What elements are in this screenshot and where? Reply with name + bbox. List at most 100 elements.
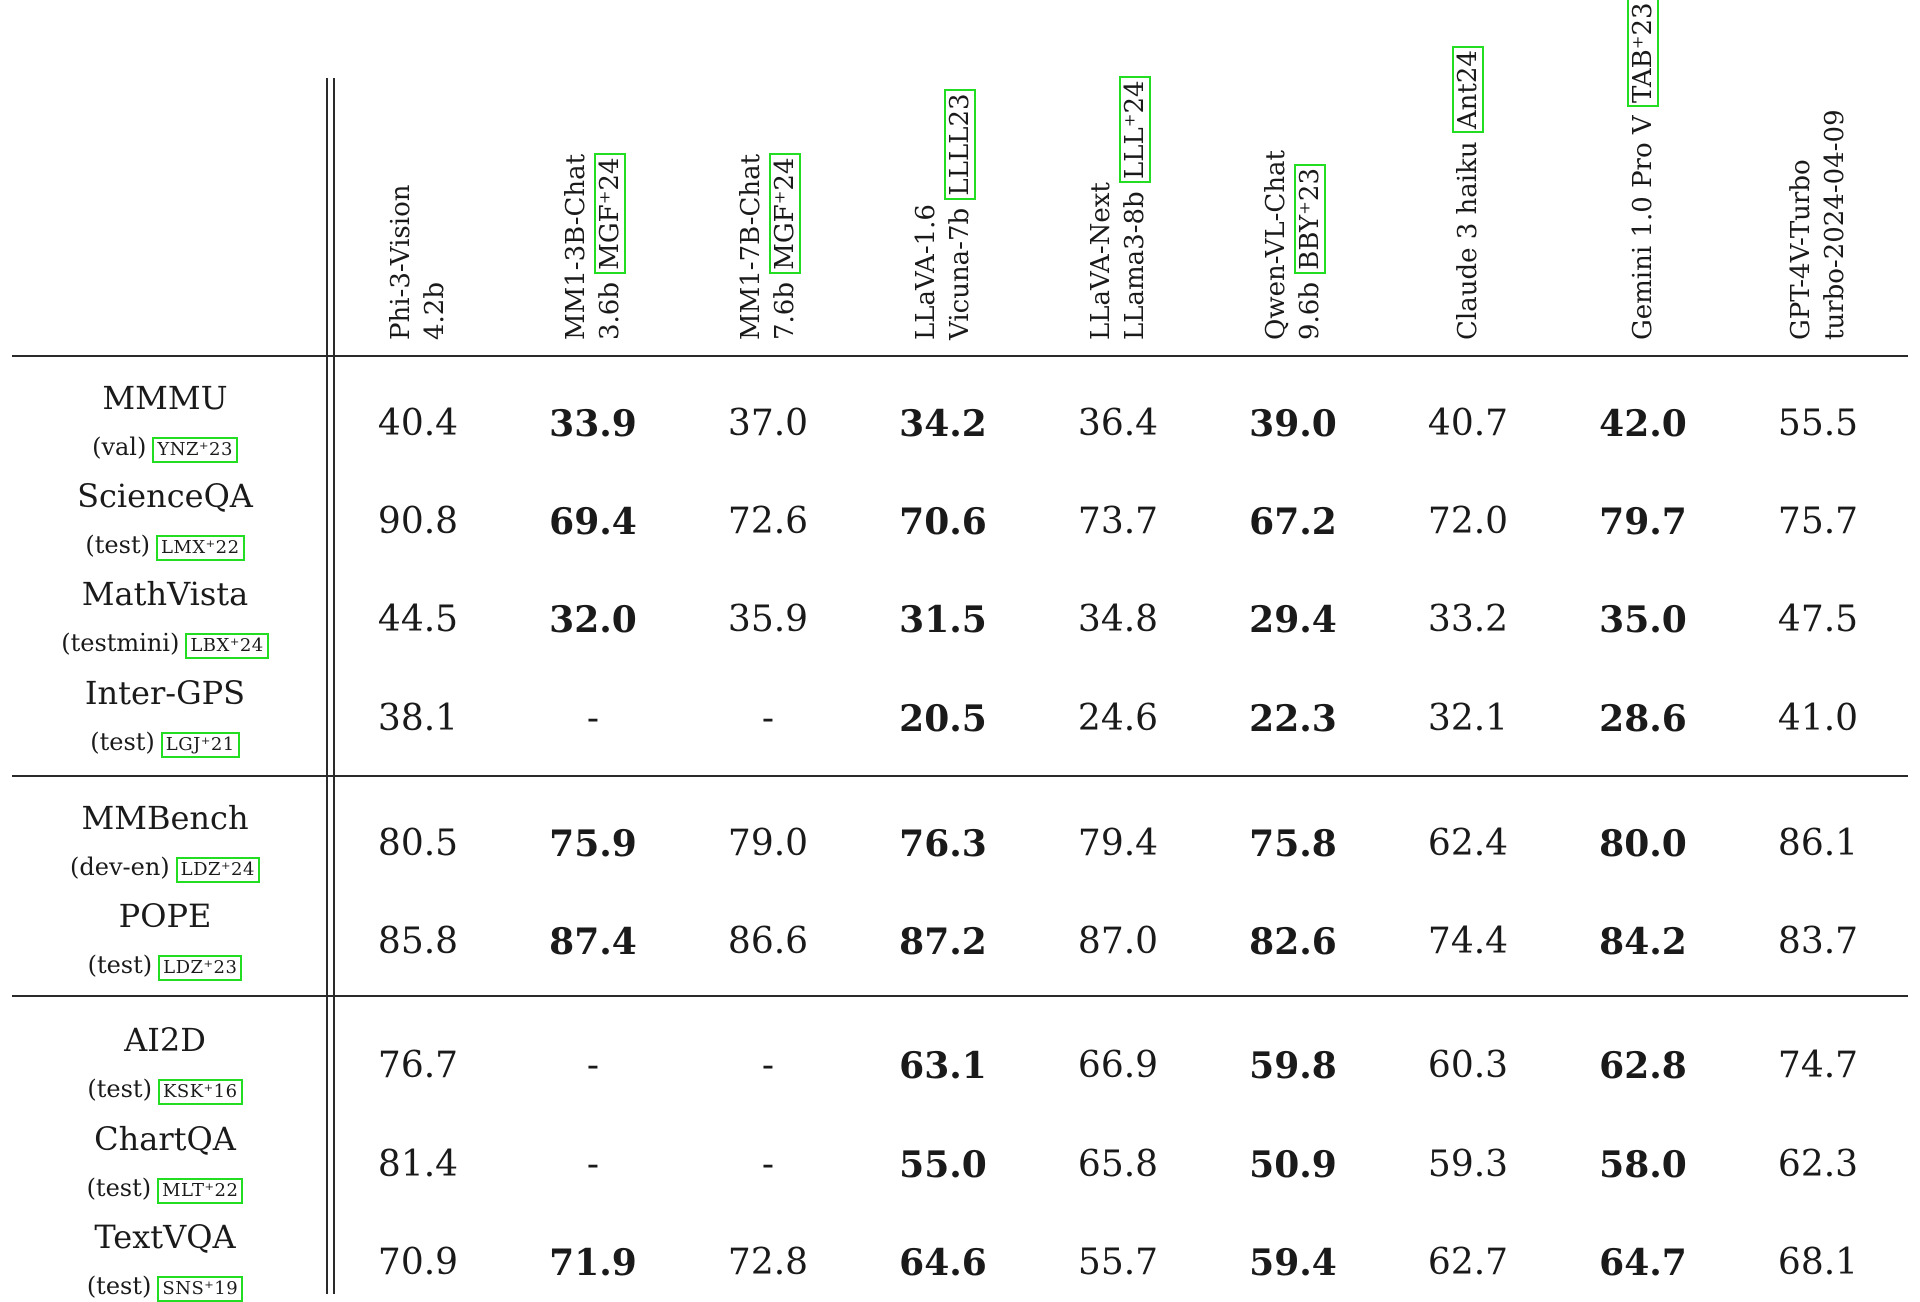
citation-link[interactable]: LBX⁺24 <box>185 633 269 659</box>
row-benchmark-split: (test) LGJ⁺21 <box>0 728 330 758</box>
table-cell: 42.0 <box>1599 403 1687 445</box>
table-cell: 59.8 <box>1249 1045 1337 1087</box>
table-cell: 65.8 <box>1077 1144 1159 1185</box>
table-cell: 44.5 <box>377 599 459 640</box>
citation-link[interactable]: YNZ⁺23 <box>152 437 238 463</box>
table-cell: 76.7 <box>377 1045 459 1086</box>
column-header-line: Qwen-VL-Chat <box>1261 149 1291 340</box>
citation-link[interactable]: LDZ⁺23 <box>158 955 243 981</box>
citation-link[interactable]: Ant24 <box>1452 46 1484 134</box>
table-cell: 80.0 <box>1599 823 1687 865</box>
column-header: LLaVA-1.6 Vicuna-7b LLLL23 <box>909 89 977 340</box>
column-header-line: Claude 3 haiku Ant24 <box>1451 46 1485 340</box>
table-cell: 50.9 <box>1249 1144 1337 1186</box>
table-cell: 75.9 <box>549 823 637 865</box>
table-cell: 24.6 <box>1077 698 1159 739</box>
citation-link[interactable]: MGF⁺24 <box>594 153 626 274</box>
table-cell: 59.3 <box>1427 1144 1509 1185</box>
column-header-line: Vicuna-7b LLLL23 <box>943 89 977 340</box>
table-cell: 72.8 <box>727 1242 809 1283</box>
table-cell: 37.0 <box>727 403 809 444</box>
table-cell: 73.7 <box>1077 501 1159 542</box>
column-header-line: GPT-4V-Turbo <box>1786 159 1816 340</box>
row-split-label: (test) <box>86 1174 152 1202</box>
table-cell: 63.1 <box>899 1045 987 1087</box>
table-cell: 85.8 <box>377 921 459 962</box>
citation-link[interactable]: LDZ⁺24 <box>175 857 260 883</box>
row-benchmark-split: (test) MLT⁺22 <box>0 1174 330 1204</box>
citation-link[interactable]: LGJ⁺21 <box>160 732 240 758</box>
table-cell: - <box>761 1045 775 1086</box>
row-benchmark-name: TextVQA <box>94 1218 236 1256</box>
citation-link[interactable]: MGF⁺24 <box>769 153 801 274</box>
table-cell: 75.7 <box>1777 501 1859 542</box>
column-header-line: Gemini 1.0 Pro V TAB⁺23 <box>1626 0 1660 340</box>
vertical-rule <box>326 78 328 1294</box>
table-cell: 64.6 <box>899 1242 987 1284</box>
row-benchmark-name: POPE <box>118 897 212 935</box>
table-cell: 64.7 <box>1599 1242 1687 1284</box>
table-cell: 58.0 <box>1599 1144 1687 1186</box>
citation-link[interactable]: BBY⁺23 <box>1294 164 1326 274</box>
table-cell: 62.7 <box>1427 1242 1509 1283</box>
table-cell: 82.6 <box>1249 921 1337 963</box>
table-cell: 81.4 <box>377 1144 459 1185</box>
table-cell: 70.6 <box>899 501 987 543</box>
citation-link[interactable]: MLT⁺22 <box>157 1178 244 1204</box>
column-header: Qwen-VL-Chat 9.6b BBY⁺23 <box>1259 150 1327 340</box>
table-cell: 79.4 <box>1077 823 1159 864</box>
table-cell: 40.4 <box>377 403 459 444</box>
table-cell: - <box>586 1045 600 1086</box>
table-cell: 86.1 <box>1777 823 1859 864</box>
table-cell: 20.5 <box>899 698 987 740</box>
citation-link[interactable]: KSK⁺16 <box>157 1079 243 1105</box>
row-split-label: (test) <box>90 728 155 756</box>
row-benchmark-split: (test) SNS⁺19 <box>0 1272 330 1302</box>
row-benchmark-split: (dev-en) LDZ⁺24 <box>0 853 330 883</box>
column-header-line: LLaVA-1.6 <box>911 204 941 340</box>
table-cell: 86.6 <box>727 921 809 962</box>
citation-link[interactable]: SNS⁺19 <box>157 1276 244 1302</box>
table-cell: 69.4 <box>549 501 637 543</box>
table-cell: 35.9 <box>727 599 809 640</box>
table-cell: 70.9 <box>377 1242 459 1283</box>
table-cell: 67.2 <box>1249 501 1337 543</box>
table-cell: 55.5 <box>1777 403 1859 444</box>
column-header-line: 4.2b <box>420 282 450 340</box>
table-cell: 84.2 <box>1599 921 1687 963</box>
table-cell: 55.0 <box>899 1144 987 1186</box>
column-header-line: MM1-7B-Chat <box>736 153 766 340</box>
row-split-label: (test) <box>87 951 153 979</box>
column-header-line: Phi-3-Vision <box>386 184 416 340</box>
table-cell: 75.8 <box>1249 823 1337 865</box>
column-header-line: LLama3-8b LLL⁺24 <box>1118 76 1152 340</box>
citation-link[interactable]: LLL⁺24 <box>1119 76 1151 184</box>
table-cell: 71.9 <box>549 1242 637 1284</box>
table-cell: 90.8 <box>377 501 459 542</box>
row-benchmark-name: ScienceQA <box>77 477 253 515</box>
table-cell: 55.7 <box>1077 1242 1159 1283</box>
row-benchmark-name: ChartQA <box>94 1120 236 1158</box>
row-benchmark-split: (test) LMX⁺22 <box>0 531 330 561</box>
table-cell: 40.7 <box>1427 403 1509 444</box>
citation-link[interactable]: TAB⁺23 <box>1627 0 1659 108</box>
row-benchmark-name: Inter-GPS <box>84 674 246 712</box>
row-benchmark-name: MMMU <box>102 379 228 417</box>
citation-link[interactable]: LMX⁺22 <box>155 535 245 561</box>
row-split-label: (testmini) <box>61 629 180 657</box>
table-cell: 31.5 <box>899 599 987 641</box>
table-cell: 33.2 <box>1427 599 1509 640</box>
column-header-line: LLaVA-Next <box>1086 182 1116 340</box>
table-cell: 34.8 <box>1077 599 1159 640</box>
table-cell: 38.1 <box>377 698 459 739</box>
column-header: GPT-4V-Turbo turbo-2024-04-09 <box>1784 109 1852 340</box>
table-cell: 76.3 <box>899 823 987 865</box>
table-cell: 72.6 <box>727 501 809 542</box>
citation-link[interactable]: LLLL23 <box>944 89 976 200</box>
table-cell: 87.2 <box>899 921 987 963</box>
table-cell: 32.1 <box>1427 698 1509 739</box>
table-cell: - <box>761 1144 775 1185</box>
column-header: MM1-3B-Chat 3.6b MGF⁺24 <box>559 153 627 340</box>
table-cell: 39.0 <box>1249 403 1337 445</box>
